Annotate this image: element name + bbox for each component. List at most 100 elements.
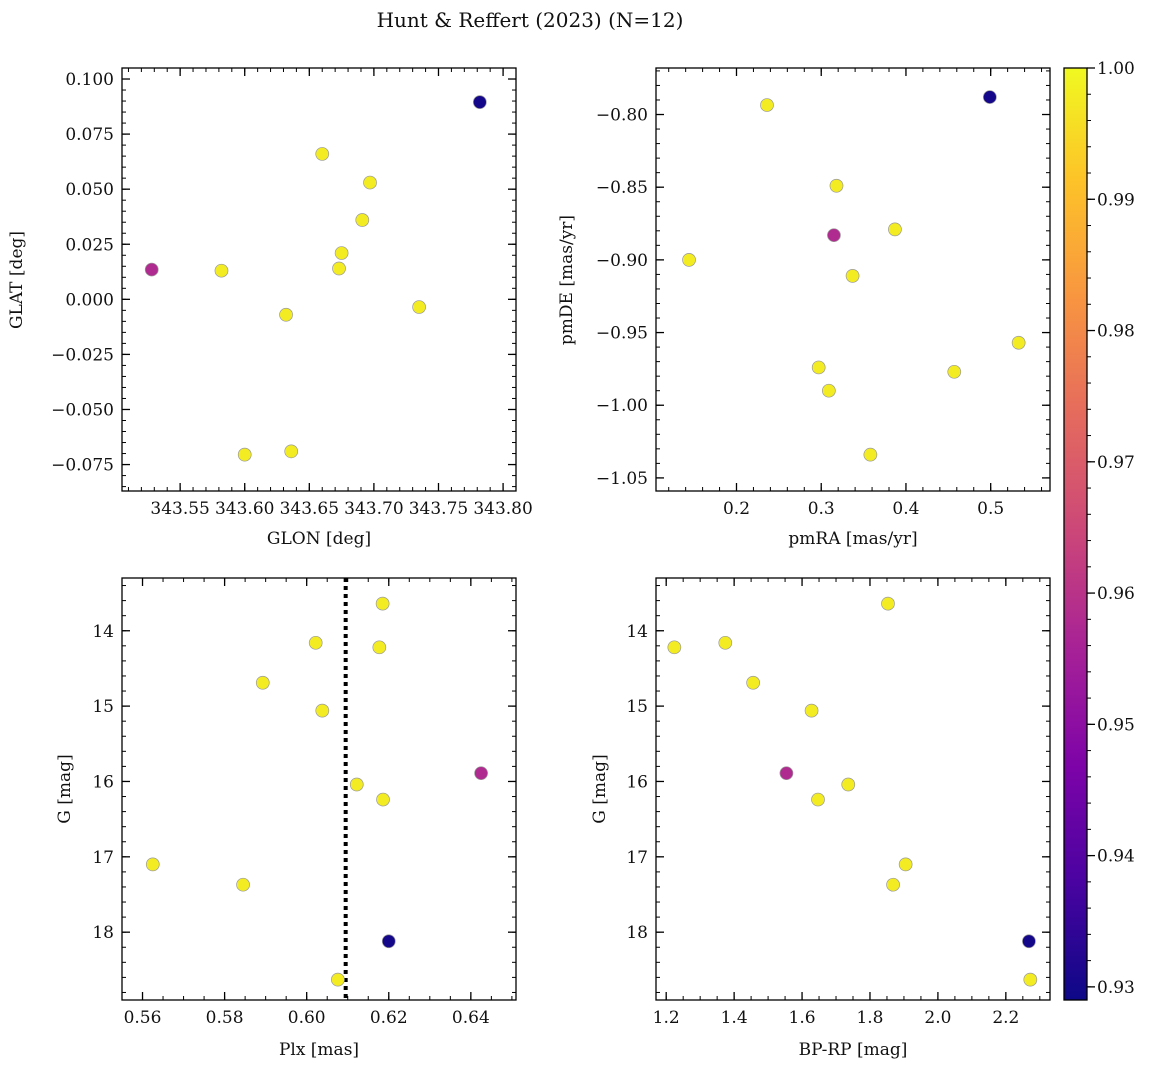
plx-point <box>331 972 345 987</box>
colorbar-tick-label: 1.00 <box>1097 59 1135 79</box>
panel-plx: 0.56 0.58 0.60 0.62 0.64 14 15 16 17 18 Plx [mas]… <box>55 577 517 1060</box>
cmd-point <box>841 777 856 792</box>
colorbar-tick-label: 0.98 <box>1097 322 1135 342</box>
plx-ylabel: G [mag] <box>55 754 75 823</box>
pm-point <box>760 98 774 112</box>
panel-pm: 0.2 0.3 0.4 0.5 −1.05 −1.00 −0.95 −0.90 −0.85 −0.… <box>557 67 1051 549</box>
sky-point <box>214 263 229 278</box>
cmd-marks: 1.2 1.4 1.6 1.8 2.0 2.2 14 15 16 17 18 <box>626 577 1051 1028</box>
plx-point <box>372 640 387 655</box>
sky-point <box>237 447 252 462</box>
colorbar-tick-label: 0.95 <box>1097 715 1135 735</box>
plx-x-tick-label: 0.62 <box>370 1008 408 1028</box>
sky-y-tick-label: 0.000 <box>65 290 114 310</box>
pm-y-tick-label: −1.00 <box>596 396 648 416</box>
plx-point <box>474 766 488 781</box>
plx-point <box>381 934 396 949</box>
sky-x-tick-label: 343.80 <box>473 499 532 519</box>
cmd-xlabel: BP-RP [mag] <box>799 1040 908 1060</box>
cmd-x-tick-label: 1.4 <box>721 1008 748 1028</box>
pm-point <box>829 178 844 193</box>
pm-point <box>845 269 860 283</box>
cmd-x-tick-label: 1.6 <box>789 1008 816 1028</box>
plx-point <box>315 703 330 718</box>
sky-point <box>279 307 293 322</box>
plx-point <box>145 857 160 872</box>
panel-cmd: 1.2 1.4 1.6 1.8 2.0 2.2 14 15 16 17 18 BP-RP [mag]… <box>590 577 1051 1060</box>
sky-x-tick-label: 343.75 <box>409 499 468 519</box>
plx-y-tick-label: 14 <box>92 622 114 642</box>
plx-x-tick-label: 0.56 <box>124 1008 162 1028</box>
plx-y-tick-label: 16 <box>92 772 114 792</box>
cmd-point <box>667 640 682 655</box>
pm-y-tick-label: −0.90 <box>596 251 648 271</box>
panel-sky: 343.55 343.60 343.65 343.70 343.75 343.80 −0.0… <box>7 67 533 549</box>
cmd-point <box>881 596 895 611</box>
sky-x-tick-label: 343.60 <box>215 499 274 519</box>
plx-point <box>376 792 390 807</box>
pm-point <box>811 360 826 375</box>
colorbar-tick-label: 0.94 <box>1097 847 1135 867</box>
sky-frame <box>121 67 517 492</box>
sky-point <box>363 175 377 190</box>
pm-y-tick-label: −0.95 <box>596 324 648 344</box>
plx-point <box>255 675 270 690</box>
sky-point <box>332 261 346 276</box>
pm-point <box>827 228 841 243</box>
sky-marks: 343.55 343.60 343.65 343.70 343.75 343.80 −0.0… <box>51 67 533 519</box>
sky-ylabel: GLAT [deg] <box>7 231 27 329</box>
pm-point <box>1011 335 1026 350</box>
cmd-frame <box>655 577 1051 1001</box>
sky-point <box>412 300 426 314</box>
plx-point <box>308 635 323 650</box>
pm-point <box>947 364 962 379</box>
plx-point <box>349 777 364 792</box>
pm-ylabel: pmDE [mas/yr] <box>557 215 577 345</box>
cmd-x-tick-label: 2.2 <box>992 1008 1019 1028</box>
pm-x-tick-label: 0.5 <box>977 499 1004 519</box>
pm-x-tick-label: 0.2 <box>723 499 750 519</box>
plx-frame <box>121 577 517 1001</box>
sky-y-tick-label: 0.075 <box>65 125 114 145</box>
cmd-point <box>746 675 760 690</box>
colorbar-tick-label: 0.97 <box>1097 453 1135 473</box>
sky-y-tick-label: 0.025 <box>65 235 114 255</box>
pm-point <box>888 222 902 237</box>
cmd-y-tick-label: 18 <box>626 923 648 943</box>
cmd-point <box>718 635 733 650</box>
plx-marks: 0.56 0.58 0.60 0.62 0.64 14 15 16 17 18 <box>92 577 517 1028</box>
cmd-y-tick-label: 15 <box>626 697 648 717</box>
pm-y-tick-label: −0.80 <box>596 106 648 126</box>
cmd-y-tick-label: 14 <box>626 622 648 642</box>
sky-y-tick-label: −0.075 <box>51 456 114 476</box>
plx-xlabel: Plx [mas] <box>279 1040 359 1060</box>
pm-y-tick-label: −1.05 <box>596 469 648 489</box>
plx-x-tick-label: 0.60 <box>288 1008 326 1028</box>
cmd-point <box>1023 972 1038 987</box>
colorbar: 0.93 0.94 0.95 0.96 0.97 0.98 0.99 1.00 <box>1063 59 1135 1001</box>
cmd-x-tick-label: 1.2 <box>653 1008 680 1028</box>
colorbar-gradient <box>1063 67 1088 1001</box>
plx-point <box>236 877 250 892</box>
pm-marks: 0.2 0.3 0.4 0.5 −1.05 −1.00 −0.95 −0.90 −0.85 −0.… <box>596 67 1051 519</box>
pm-xlabel: pmRA [mas/yr] <box>788 529 917 549</box>
sky-point <box>284 444 299 459</box>
cmd-x-tick-label: 2.0 <box>924 1008 951 1028</box>
cmd-point <box>1022 934 1036 949</box>
sky-y-tick-label: −0.025 <box>51 345 114 365</box>
cmd-point <box>898 857 913 872</box>
cmd-point <box>779 766 794 781</box>
pm-x-tick-label: 0.3 <box>808 499 835 519</box>
colorbar-ticks: 0.93 0.94 0.95 0.96 0.97 0.98 0.99 1.00 <box>1087 59 1135 998</box>
plx-x-tick-label: 0.64 <box>452 1008 490 1028</box>
sky-xlabel: GLON [deg] <box>267 529 371 549</box>
pm-point <box>982 90 997 104</box>
colorbar-tick-label: 0.93 <box>1097 978 1135 998</box>
sky-y-tick-label: −0.050 <box>51 400 114 420</box>
sky-point <box>355 213 370 227</box>
cmd-y-tick-label: 16 <box>626 772 648 792</box>
sky-x-tick-label: 343.65 <box>280 499 339 519</box>
cmd-point <box>804 703 819 718</box>
plx-x-tick-label: 0.58 <box>206 1008 244 1028</box>
